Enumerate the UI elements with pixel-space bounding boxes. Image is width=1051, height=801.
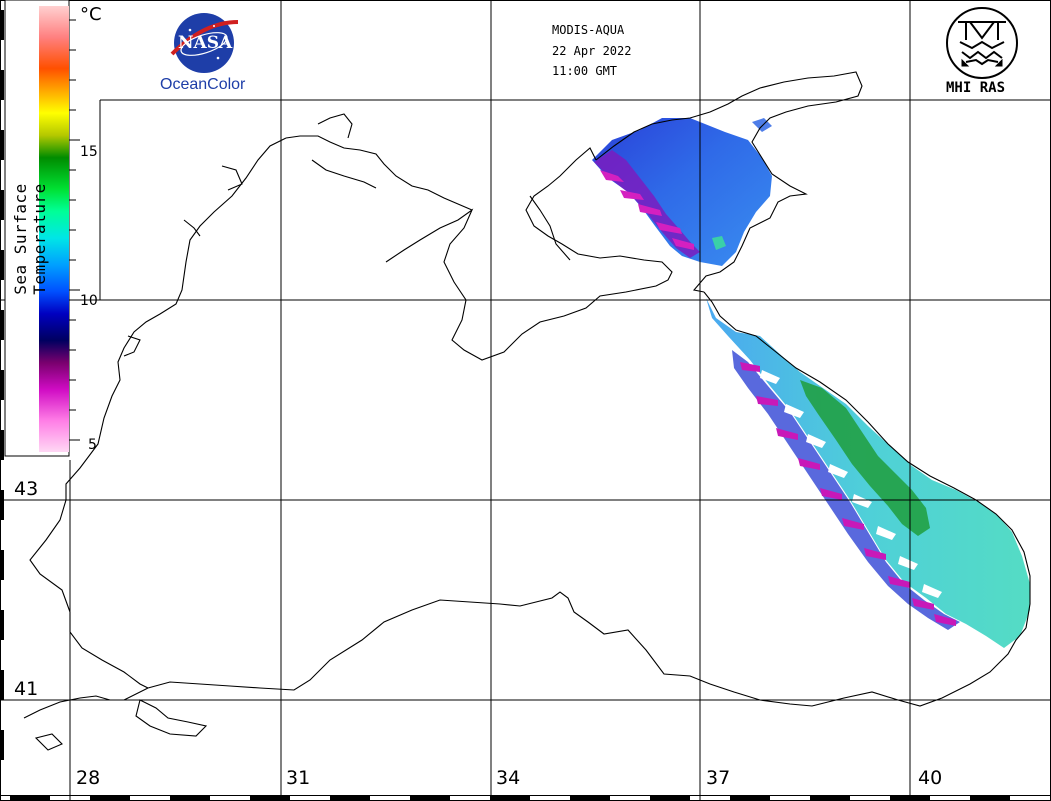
colorbar-tick-5: 5 <box>88 437 97 453</box>
lon-label-31: 31 <box>286 767 311 789</box>
lon-label-28: 28 <box>76 767 101 789</box>
sst-patch-azov-warm-spot <box>712 236 726 250</box>
sst-patch-azov-sea <box>592 118 772 266</box>
cloud-gaps <box>760 370 942 598</box>
nasa-logo <box>170 13 239 73</box>
nasa-logo-text: NASA <box>178 33 233 53</box>
azov-cold-streaks <box>600 170 694 250</box>
colorbar-ticks <box>69 19 80 441</box>
colorbar-tick-15: 15 <box>80 144 98 160</box>
left-scale-bar <box>0 10 4 760</box>
colorbar-title: Sea Surface Temperature <box>11 183 49 295</box>
lon-label-34: 34 <box>496 767 521 789</box>
sst-patch-east-coast-warm <box>800 380 930 536</box>
sst-patch-east-coast-cool-edge <box>732 350 960 630</box>
satellite-name: MODIS-AQUA <box>552 23 625 37</box>
east-coast-cold-streaks <box>740 362 956 626</box>
acquisition-time: 11:00 GMT <box>552 64 618 78</box>
bottom-scale-bar <box>0 795 1051 801</box>
colorbar-unit: °C <box>80 4 102 25</box>
lon-label-37: 37 <box>706 767 731 789</box>
mhi-ras-text: MHI RAS <box>946 80 1006 96</box>
oceancolor-text: OceanColor <box>160 76 246 93</box>
colorbar <box>4 0 80 457</box>
lat-label-43: 43 <box>14 478 39 500</box>
colorbar-gradient <box>39 6 69 452</box>
sst-patch-kerch-dots <box>752 118 772 132</box>
coastline <box>23 71 1031 751</box>
acquisition-date: 22 Apr 2022 <box>552 44 632 58</box>
colorbar-tick-10: 10 <box>80 293 98 309</box>
lat-label-41: 41 <box>14 678 39 700</box>
lon-label-40: 40 <box>918 767 943 789</box>
mhi-ras-emblem <box>946 7 1018 79</box>
